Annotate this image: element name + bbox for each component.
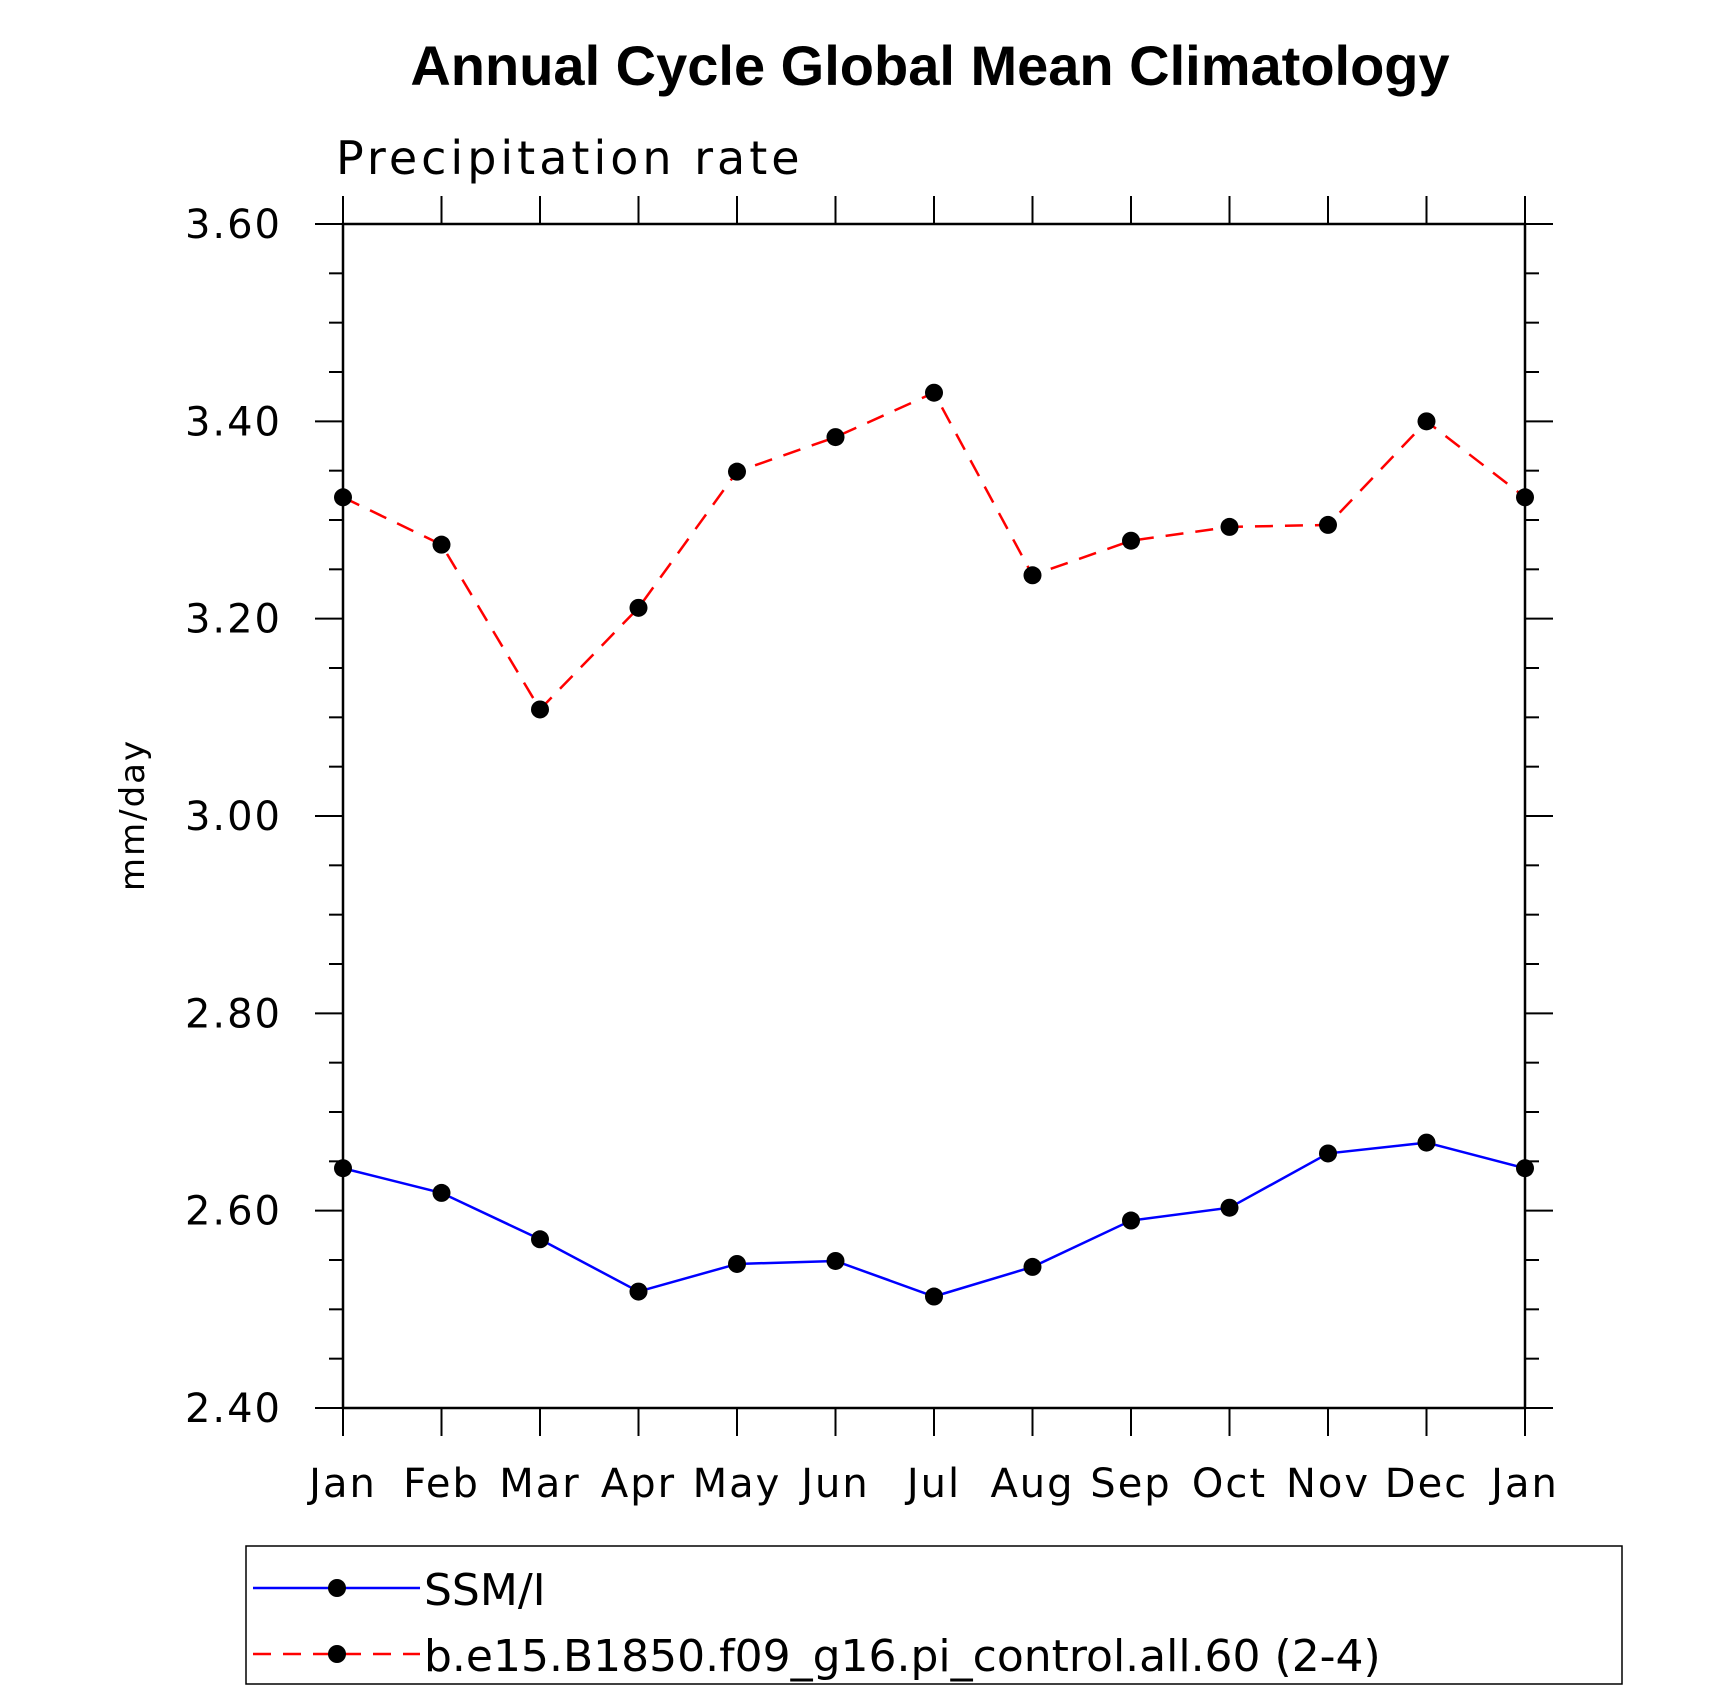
series-0-point <box>1516 1159 1534 1178</box>
y-tick-label: 2.80 <box>185 991 282 1037</box>
series-1-point <box>1417 412 1436 431</box>
x-tick-label: Mar <box>499 1461 580 1507</box>
x-tick-label: Nov <box>1286 1461 1370 1507</box>
y-tick-label: 2.40 <box>185 1386 282 1432</box>
x-tick-label: Apr <box>601 1461 676 1507</box>
y-tick-labels: 2.40 2.60 2.80 3.00 3.20 3.40 3.60 <box>185 202 282 1432</box>
x-tick-label: May <box>693 1461 782 1507</box>
y-tick-label: 3.20 <box>185 597 282 643</box>
series-0-point <box>1023 1257 1042 1276</box>
series-1-point <box>1122 531 1140 550</box>
legend-label-model: b.e15.B1850.f09_g16.pi_control.all.60 (2… <box>424 1631 1381 1682</box>
x-tick-label: Oct <box>1192 1461 1267 1507</box>
series-1-point <box>925 383 943 402</box>
series-0-point <box>728 1254 746 1273</box>
legend-marker-ssmi <box>328 1579 346 1597</box>
series-0-point <box>1417 1133 1436 1152</box>
series-0-point <box>1220 1198 1239 1217</box>
series-1-point <box>728 462 746 481</box>
series-0-point <box>629 1282 648 1301</box>
series-0-point <box>1319 1144 1337 1163</box>
x-tick-label: Jun <box>798 1461 870 1507</box>
series-1-point <box>531 700 549 719</box>
series-0-point <box>432 1183 451 1202</box>
series-1-point <box>1023 566 1042 585</box>
y-tick-label: 3.60 <box>185 202 282 248</box>
legend: SSM/I b.e15.B1850.f09_g16.pi_control.all… <box>245 1545 1623 1685</box>
series-0-point <box>334 1159 352 1178</box>
series-line-1 <box>342 391 1526 712</box>
legend-box <box>245 1545 1623 1685</box>
y-axis-label: mm/day <box>113 739 153 891</box>
y-tick-label: 3.40 <box>185 399 282 445</box>
series-0-point <box>1122 1211 1140 1230</box>
series-0-point <box>826 1251 845 1270</box>
series-layer <box>334 383 1534 1306</box>
series-line-0 <box>342 1141 1526 1298</box>
x-tick-label: Jan <box>306 1461 377 1507</box>
x-tick-label: Jul <box>904 1461 961 1507</box>
x-tick-labels: Jan Feb Mar Apr May Jun Jul Aug Sep Oct Nov Dec Jan <box>306 1461 1559 1507</box>
series-0-point <box>925 1287 943 1306</box>
x-tick-label: Dec <box>1385 1461 1468 1507</box>
y-tick-label: 2.60 <box>185 1189 282 1235</box>
series-1-point <box>1220 517 1239 536</box>
x-tick-label: Aug <box>990 1461 1074 1507</box>
axis-ticks <box>315 196 1553 1436</box>
series-0-point <box>531 1230 549 1249</box>
chart-title: Annual Cycle Global Mean Climatology <box>410 34 1449 97</box>
series-1-point <box>629 598 648 617</box>
y-tick-label: 3.00 <box>185 794 282 840</box>
x-tick-label: Feb <box>403 1461 480 1507</box>
series-1-point <box>826 428 845 447</box>
x-tick-label: Jan <box>1488 1461 1559 1507</box>
series-1-point <box>432 535 451 554</box>
x-tick-label: Sep <box>1090 1461 1171 1507</box>
legend-label-ssmi: SSM/I <box>424 1565 546 1616</box>
legend-marker-model <box>328 1645 346 1663</box>
series-1-point <box>1516 488 1534 507</box>
series-1-point <box>1319 515 1337 534</box>
chart-subtitle: Precipitation rate <box>336 131 804 185</box>
series-1-point <box>334 488 352 507</box>
